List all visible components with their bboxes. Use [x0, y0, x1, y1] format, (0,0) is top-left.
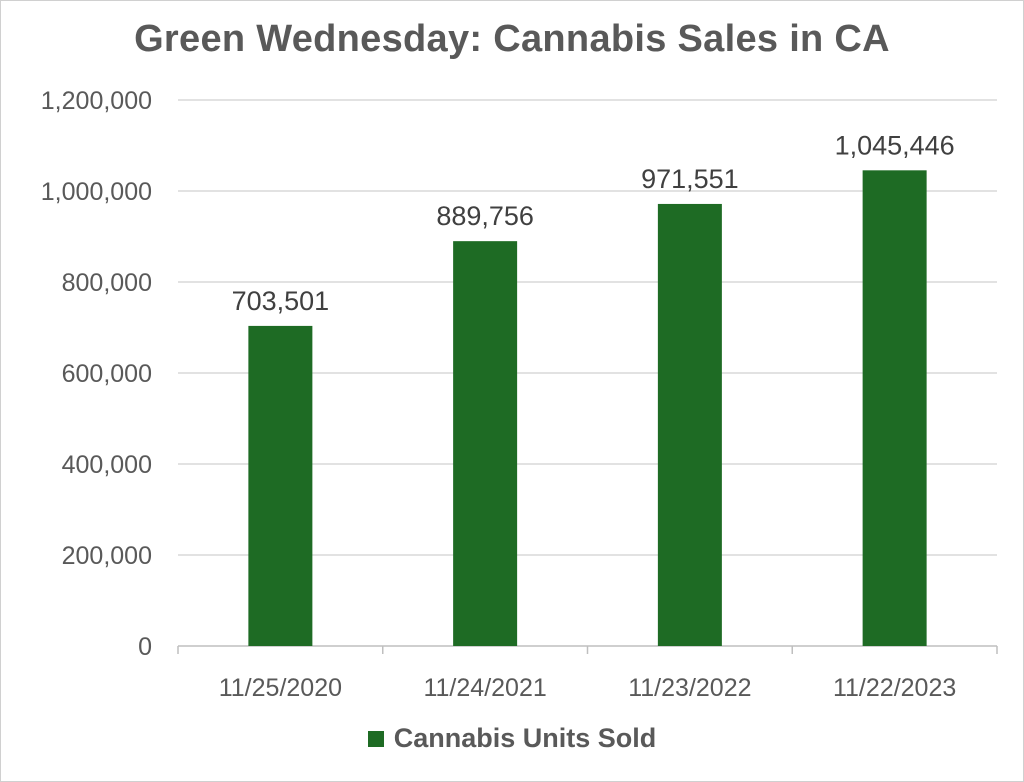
x-tick-label: 11/23/2022	[628, 674, 751, 702]
bar	[453, 241, 518, 647]
data-label: 1,045,446	[835, 130, 955, 160]
data-label: 703,501	[232, 286, 330, 316]
chart-title: Green Wednesday: Cannabis Sales in CA	[134, 18, 890, 60]
data-label: 971,551	[641, 164, 739, 194]
y-tick-label: 400,000	[62, 451, 152, 479]
legend-swatch	[367, 730, 384, 747]
x-tick-label: 11/22/2023	[833, 674, 956, 702]
y-tick-label: 1,200,000	[41, 87, 152, 115]
data-label: 889,756	[436, 201, 534, 231]
x-tick-label: 11/25/2020	[219, 674, 342, 702]
legend: Cannabis Units Sold	[0, 723, 1024, 754]
y-tick-label: 0	[138, 633, 152, 661]
y-tick-label: 200,000	[62, 542, 152, 570]
bar	[862, 170, 927, 646]
y-tick-label: 1,000,000	[41, 178, 152, 206]
y-tick-label: 600,000	[62, 360, 152, 388]
bar	[248, 325, 313, 646]
x-tick-label: 11/24/2021	[423, 674, 546, 702]
y-tick-label: 800,000	[62, 269, 152, 297]
legend-label: Cannabis Units Sold	[393, 723, 657, 753]
bar	[657, 203, 722, 647]
